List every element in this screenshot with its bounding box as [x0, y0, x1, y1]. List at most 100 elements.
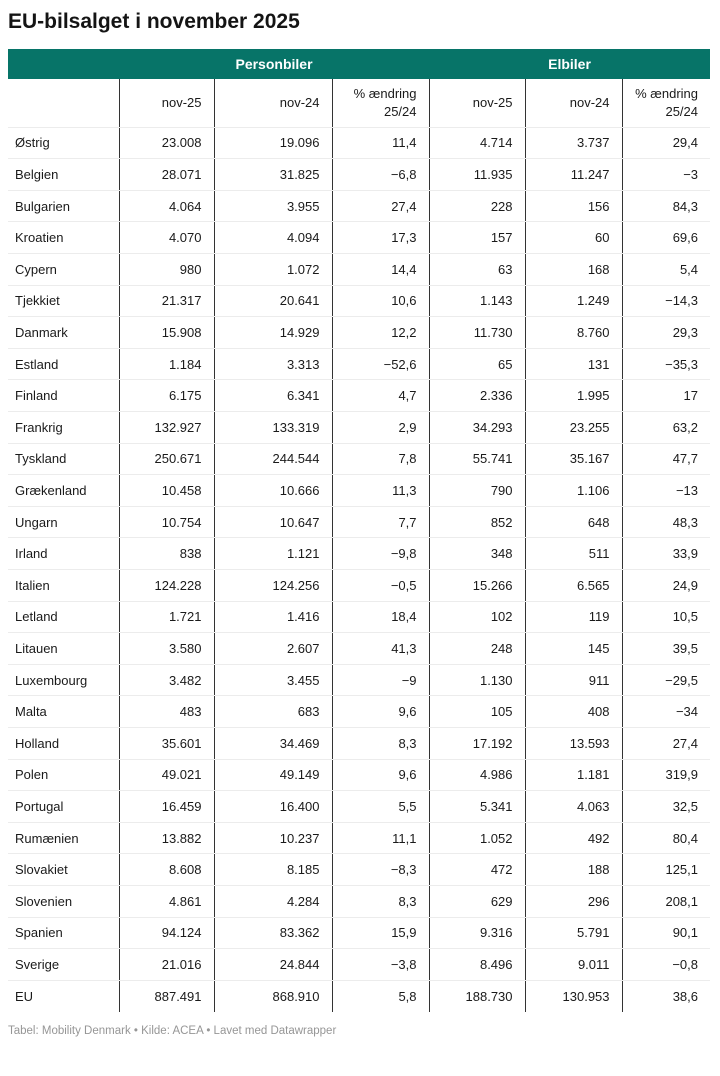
value-cell: 10,6	[331, 285, 430, 318]
value-cell: 39,5	[621, 632, 711, 665]
value-cell: 55.741	[428, 443, 526, 476]
value-cell: −0,5	[331, 569, 430, 602]
value-cell: 6.341	[213, 379, 332, 413]
value-cell: 1.130	[428, 664, 526, 697]
value-cell: −14,3	[621, 285, 711, 318]
value-cell: 90,1	[621, 917, 711, 950]
value-cell: −9	[331, 664, 430, 697]
country-cell: Portugal	[8, 790, 119, 823]
column-header-pct-elbiler: % ændring 25/24	[621, 79, 711, 128]
value-cell: 29,3	[621, 316, 711, 349]
value-cell: 125,1	[621, 853, 711, 886]
value-cell: 1.072	[213, 253, 332, 286]
country-cell: Holland	[8, 727, 119, 760]
table-row: Tyskland 250.671 244.544 7,8 55.741 35.1…	[8, 443, 711, 476]
value-cell: 188	[524, 853, 623, 886]
value-cell: 3.737	[524, 127, 623, 160]
value-cell: 11,1	[331, 822, 430, 855]
value-cell: 8.185	[213, 853, 332, 886]
value-cell: 23.008	[118, 127, 214, 160]
value-cell: 3.955	[213, 190, 332, 223]
value-cell: −3	[621, 158, 711, 191]
value-cell: 105	[428, 695, 526, 728]
value-cell: 65	[428, 348, 526, 381]
country-cell: Estland	[8, 348, 119, 381]
value-cell: 131	[524, 348, 623, 381]
group-header-spacer	[8, 49, 119, 80]
value-cell: −29,5	[621, 664, 711, 697]
value-cell: 4.094	[213, 221, 332, 255]
value-cell: 38,6	[621, 980, 711, 1012]
value-cell: 14.929	[213, 316, 332, 349]
value-cell: 102	[428, 601, 526, 634]
table-row: Finland 6.175 6.341 4,7 2.336 1.995 17	[8, 379, 711, 413]
value-cell: 6.175	[118, 379, 214, 413]
value-cell: 119	[524, 601, 623, 634]
value-cell: 1.052	[428, 822, 526, 855]
value-cell: 49.149	[213, 759, 332, 792]
value-cell: 20.641	[213, 285, 332, 318]
value-cell: −8,3	[331, 853, 430, 886]
value-cell: 11.935	[428, 158, 526, 191]
country-cell: Danmark	[8, 316, 119, 349]
value-cell: 48,3	[621, 506, 711, 539]
value-cell: 188.730	[428, 980, 526, 1012]
value-cell: 10.237	[213, 822, 332, 855]
country-cell: Letland	[8, 601, 119, 634]
value-cell: 1.416	[213, 601, 332, 634]
value-cell: 511	[524, 537, 623, 570]
page-title: EU-bilsalget i november 2025	[8, 10, 300, 33]
value-cell: 32,5	[621, 790, 711, 823]
table-row: Holland 35.601 34.469 8,3 17.192 13.593 …	[8, 727, 711, 760]
value-cell: 11.730	[428, 316, 526, 349]
table-row: Belgien 28.071 31.825 −6,8 11.935 11.247…	[8, 158, 711, 191]
value-cell: 34.293	[428, 411, 526, 444]
value-cell: 80,4	[621, 822, 711, 855]
table-row: Polen 49.021 49.149 9,6 4.986 1.181 319,…	[8, 759, 711, 792]
attribution: Tabel: Mobility Denmark • Kilde: ACEA • …	[8, 1024, 337, 1037]
column-header-nov25-personbiler: nov-25	[118, 79, 214, 128]
table-row: Letland 1.721 1.416 18,4 102 119 10,5	[8, 601, 711, 634]
table-row: EU 887.491 868.910 5,8 188.730 130.953 3…	[8, 980, 711, 1012]
table-row: Ungarn 10.754 10.647 7,7 852 648 48,3	[8, 506, 711, 539]
value-cell: 3.580	[118, 632, 214, 665]
value-cell: 9,6	[331, 759, 430, 792]
value-cell: 492	[524, 822, 623, 855]
country-cell: Polen	[8, 759, 119, 792]
value-cell: 168	[524, 253, 623, 286]
value-cell: 12,2	[331, 316, 430, 349]
value-cell: 35.601	[118, 727, 214, 760]
value-cell: 23.255	[524, 411, 623, 444]
value-cell: −9,8	[331, 537, 430, 570]
country-cell: Frankrig	[8, 411, 119, 444]
value-cell: 2,9	[331, 411, 430, 444]
value-cell: 24.844	[213, 948, 332, 981]
value-cell: 33,9	[621, 537, 711, 570]
value-cell: 2.607	[213, 632, 332, 665]
value-cell: 3.455	[213, 664, 332, 697]
country-cell: Bulgarien	[8, 190, 119, 223]
value-cell: 319,9	[621, 759, 711, 792]
value-cell: 83.362	[213, 917, 332, 950]
value-cell: 157	[428, 221, 526, 255]
table-row: Cypern 980 1.072 14,4 63 168 5,4	[8, 253, 711, 286]
value-cell: 408	[524, 695, 623, 728]
value-cell: 124.256	[213, 569, 332, 602]
value-cell: 1.143	[428, 285, 526, 318]
value-cell: 47,7	[621, 443, 711, 476]
value-cell: −52,6	[331, 348, 430, 381]
table-row: Slovenien 4.861 4.284 8,3 629 296 208,1	[8, 885, 711, 918]
table-row: Irland 838 1.121 −9,8 348 511 33,9	[8, 537, 711, 570]
value-cell: 8.496	[428, 948, 526, 981]
column-header-nov25-elbiler: nov-25	[428, 79, 526, 128]
table-row: Italien 124.228 124.256 −0,5 15.266 6.56…	[8, 569, 711, 602]
table-row: Frankrig 132.927 133.319 2,9 34.293 23.2…	[8, 411, 711, 444]
value-cell: 28.071	[118, 158, 214, 191]
value-cell: 4.070	[118, 221, 214, 255]
value-cell: 15.908	[118, 316, 214, 349]
value-cell: 5.791	[524, 917, 623, 950]
value-cell: 31.825	[213, 158, 332, 191]
table-row: Rumænien 13.882 10.237 11,1 1.052 492 80…	[8, 822, 711, 855]
value-cell: 11,4	[331, 127, 430, 160]
value-cell: 15.266	[428, 569, 526, 602]
